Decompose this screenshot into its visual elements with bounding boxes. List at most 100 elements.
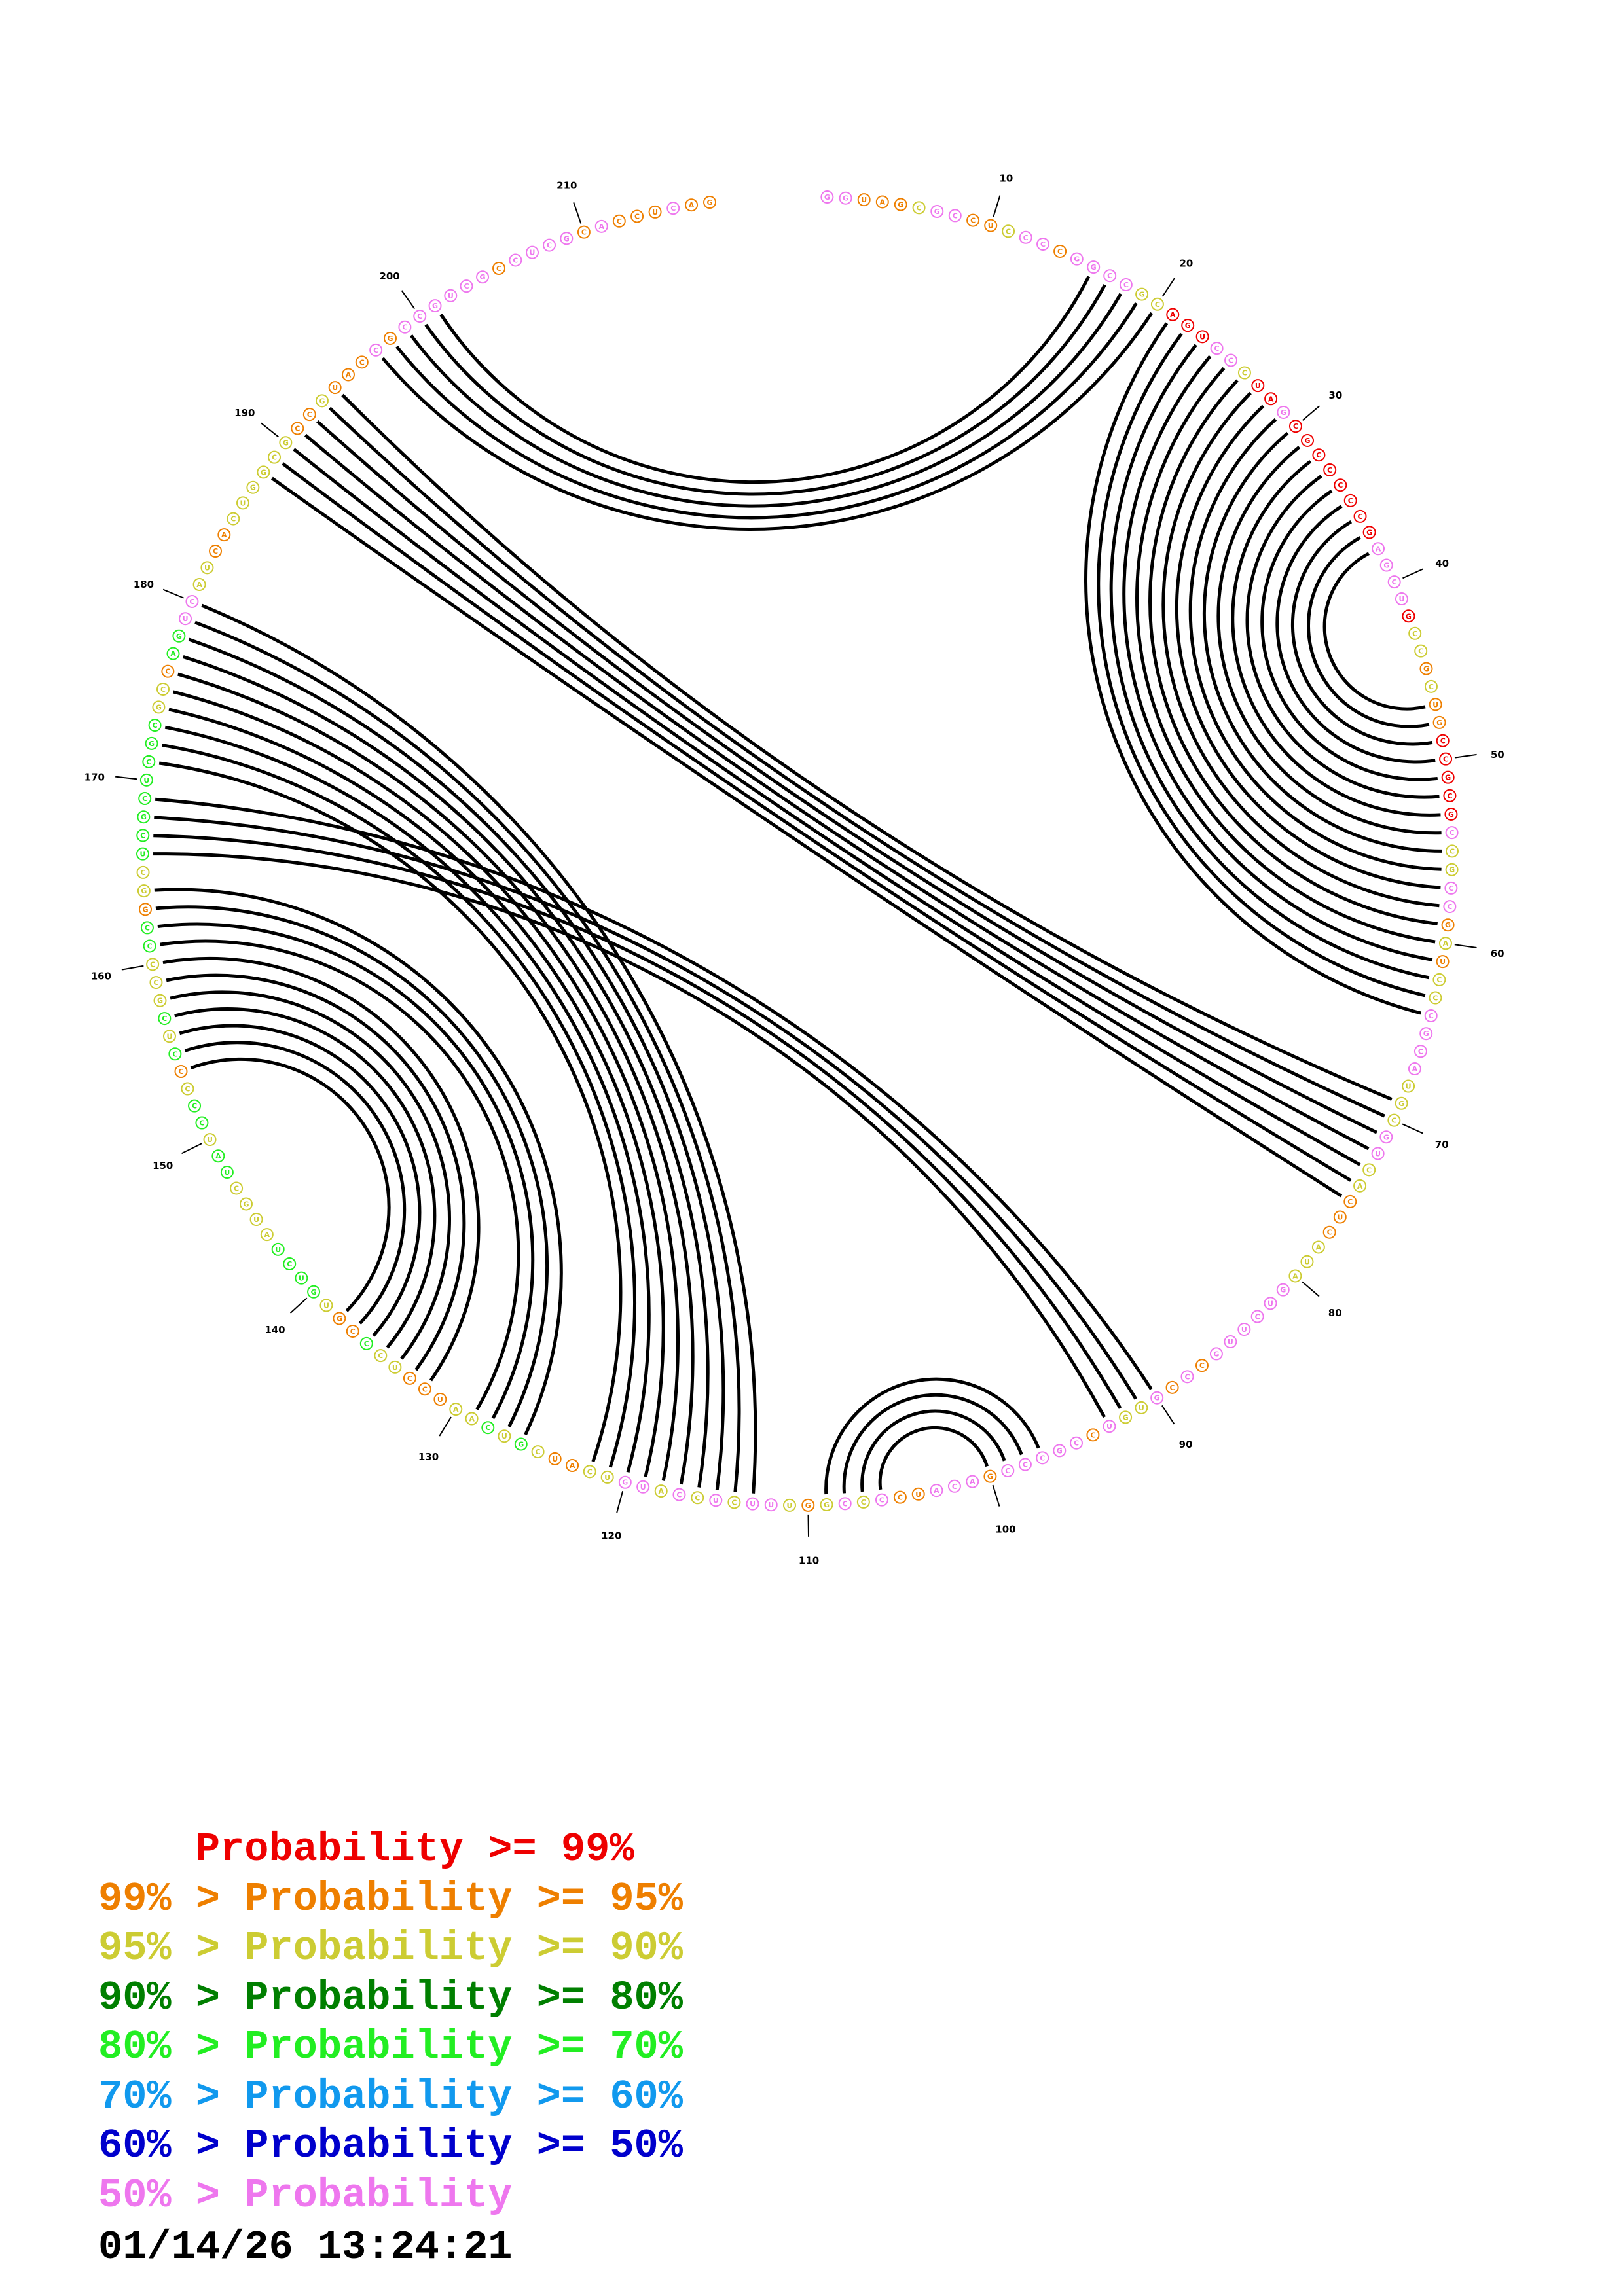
base-pair-arc: [304, 433, 1370, 1151]
nucleotide-letter: C: [153, 978, 158, 987]
position-tick: [289, 1297, 308, 1314]
nucleotide-letter: U: [861, 196, 867, 204]
position-tick: [1402, 1123, 1423, 1134]
probability-legend: Probability >= 99% 99% > Probability >= …: [98, 1825, 683, 2220]
nucleotide: C: [1387, 1113, 1401, 1127]
nucleotide-letter: C: [287, 1260, 292, 1268]
nucleotide: C: [1343, 493, 1357, 507]
nucleotide: U: [648, 205, 662, 219]
base-pair-arc: [168, 708, 665, 1477]
nucleotide: A: [966, 1475, 979, 1488]
nucleotide: A: [1408, 1062, 1421, 1076]
nucleotide: C: [359, 1336, 373, 1350]
nucleotide-letter: U: [204, 564, 210, 572]
nucleotide: A: [1372, 542, 1385, 556]
nucleotide-letter: C: [670, 204, 676, 213]
nucleotide: C: [138, 791, 152, 805]
nucleotide: G: [279, 436, 293, 450]
nucleotide-letter: C: [1436, 976, 1442, 984]
nucleotide: C: [268, 450, 282, 464]
position-tick: [261, 422, 280, 438]
nucleotide: U: [444, 289, 458, 302]
position-tick: [121, 965, 144, 971]
nucleotide-letter: G: [1213, 1350, 1219, 1358]
nucleotide-letter: G: [1449, 866, 1455, 874]
nucleotide: G: [1402, 609, 1415, 623]
nucleotide-letter: G: [311, 1288, 317, 1297]
nucleotide: C: [460, 279, 473, 293]
nucleotide: C: [875, 1493, 888, 1507]
nucleotide: C: [1443, 789, 1457, 802]
nucleotide-letter: G: [432, 302, 438, 310]
position-label: 110: [799, 1554, 819, 1566]
nucleotide: G: [1441, 918, 1455, 932]
base-pair-arc: [270, 476, 1343, 1198]
nucleotide-letter: U: [1106, 1422, 1112, 1431]
nucleotide-letter: G: [157, 997, 163, 1005]
nucleotide: G: [384, 331, 397, 345]
nucleotide: U: [1429, 698, 1442, 711]
nucleotide: G: [1053, 1444, 1067, 1458]
nucleotide: G: [703, 196, 717, 209]
position-label: 20: [1179, 257, 1193, 269]
nucleotide: U: [911, 1487, 925, 1501]
base-pair-arc: [1231, 459, 1441, 817]
nucleotide: C: [947, 1479, 961, 1493]
nucleotide: U: [548, 1452, 562, 1465]
nucleotide: G: [333, 1312, 346, 1325]
nucleotide-letter: G: [824, 1501, 830, 1509]
nucleotide-letter: C: [146, 758, 151, 766]
base-pair-arc: [161, 744, 636, 1468]
nucleotide-letter: C: [153, 721, 158, 730]
nucleotide: C: [1432, 973, 1446, 986]
nucleotide-letter: U: [604, 1473, 610, 1482]
nucleotide: C: [1036, 1451, 1049, 1465]
nucleotide: U: [1371, 1147, 1385, 1160]
position-label: 80: [1328, 1307, 1342, 1319]
base-pair-arc: [157, 922, 535, 1420]
position-label: 90: [1179, 1439, 1193, 1450]
nucleotide: A: [875, 195, 889, 209]
nucleotide-letter: G: [1383, 562, 1389, 570]
nucleotide-letter: G: [1448, 810, 1454, 819]
position-label: 160: [91, 971, 111, 982]
nucleotide: G: [1277, 405, 1290, 419]
nucleotide-letter: U: [299, 1274, 304, 1283]
nucleotide-letter: C: [178, 1067, 183, 1076]
nucleotide: C: [893, 1490, 907, 1504]
nucleotide: U: [295, 1271, 308, 1285]
base-pair-arc: [842, 1393, 1023, 1494]
nucleotide-letter: C: [1040, 240, 1046, 249]
nucleotide: C: [146, 958, 160, 971]
nucleotide: C: [1036, 237, 1050, 251]
nucleotide-letter: C: [1057, 247, 1063, 256]
nucleotide-letter: G: [1057, 1446, 1063, 1455]
nucleotide-letter: C: [843, 1499, 848, 1508]
nucleotide: G: [560, 232, 574, 245]
nucleotide: G: [1395, 1096, 1408, 1110]
nucleotide-letter: A: [264, 1230, 270, 1239]
nucleotide-letter: C: [1392, 578, 1397, 586]
nucleotide: C: [1439, 752, 1453, 766]
nucleotide-letter: G: [141, 813, 147, 821]
nucleotide: C: [369, 343, 383, 357]
nucleotide: A: [566, 1458, 579, 1472]
nucleotide: U: [600, 1470, 614, 1484]
nucleotide: C: [1086, 1428, 1100, 1442]
nucleotide-letter: A: [1316, 1243, 1322, 1251]
base-pair-arc: [424, 284, 1106, 496]
base-pair-arc: [154, 816, 1138, 1400]
nucleotide-letter: C: [165, 668, 170, 676]
nucleotide-letter: A: [1292, 1272, 1298, 1280]
position-tick: [1402, 568, 1423, 579]
nucleotide-letter: C: [1357, 512, 1362, 521]
nucleotide-letter: G: [898, 201, 903, 209]
nucleotide-letter: C: [1447, 903, 1452, 911]
position-label: 50: [1491, 749, 1504, 761]
nucleotide: C: [583, 1465, 596, 1479]
nucleotide: C: [531, 1445, 545, 1459]
legend-row: 99% > Probability >= 95%: [98, 1875, 683, 1922]
nucleotide: U: [1103, 1420, 1116, 1433]
legend-row: Probability >= 99%: [195, 1826, 634, 1873]
nucleotide-letter: G: [1436, 719, 1442, 727]
